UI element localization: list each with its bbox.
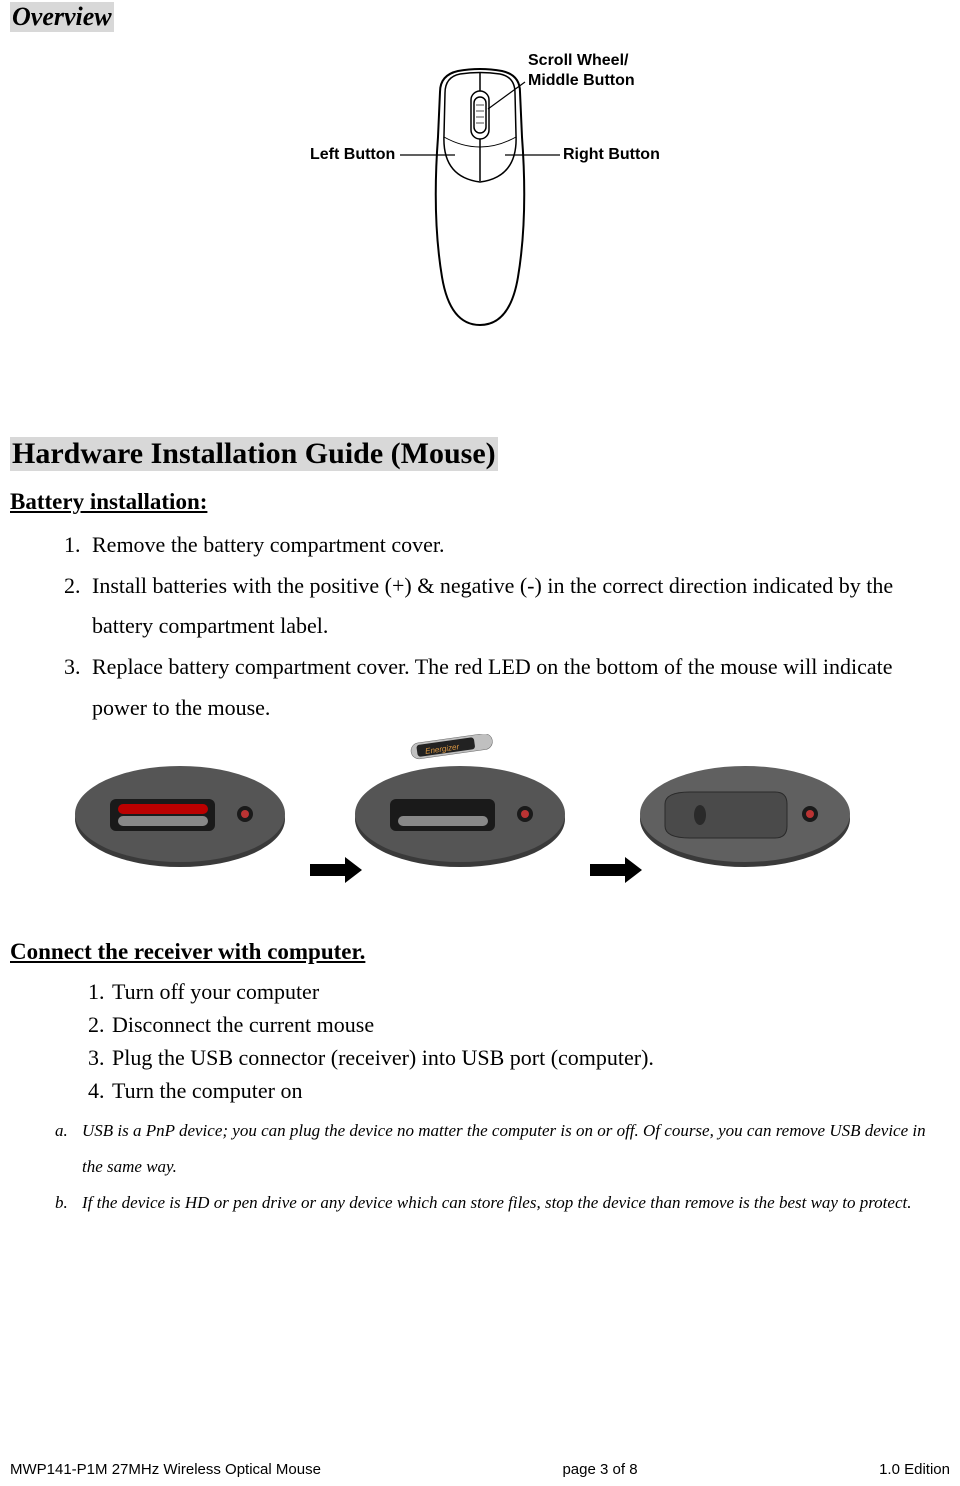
list-item: Install batteries with the positive (+) … xyxy=(86,566,950,647)
battery-steps-list: Remove the battery compartment cover. In… xyxy=(86,525,950,728)
left-button-label: Left Button xyxy=(310,146,395,163)
list-item: Plug the USB connector (receiver) into U… xyxy=(110,1041,950,1074)
right-button-label: Right Button xyxy=(563,146,660,163)
list-item: Turn off your computer xyxy=(110,975,950,1008)
list-item: Remove the battery compartment cover. xyxy=(86,525,950,566)
list-item: Turn the computer on xyxy=(110,1074,950,1107)
list-item: USB is a PnP device; you can plug the de… xyxy=(72,1113,950,1184)
overview-title: Overview xyxy=(10,2,114,32)
footer-left: MWP141-P1M 27MHz Wireless Optical Mouse xyxy=(10,1461,321,1478)
hardware-title: Hardware Installation Guide (Mouse) xyxy=(10,437,498,471)
mouse-top-diagram: Left Button Right Button Scroll Wheel/ M… xyxy=(10,47,950,337)
footer-right: 1.0 Edition xyxy=(879,1461,950,1478)
list-item: Replace battery compartment cover. The r… xyxy=(86,647,950,728)
page-footer: MWP141-P1M 27MHz Wireless Optical Mouse … xyxy=(0,1461,960,1478)
list-item: Disconnect the current mouse xyxy=(110,1008,950,1041)
list-item: If the device is HD or pen drive or any … xyxy=(72,1185,950,1221)
connect-steps-list: Turn off your computer Disconnect the cu… xyxy=(110,975,950,1107)
connect-heading: Connect the receiver with computer. xyxy=(10,939,950,965)
connect-notes-list: USB is a PnP device; you can plug the de… xyxy=(72,1113,950,1220)
battery-heading: Battery installation: xyxy=(10,489,950,515)
scroll-label-2: Middle Button xyxy=(528,72,635,89)
battery-install-diagram: Energizer xyxy=(70,734,950,909)
scroll-label-1: Scroll Wheel/ xyxy=(528,52,629,69)
footer-center: page 3 of 8 xyxy=(562,1461,637,1478)
